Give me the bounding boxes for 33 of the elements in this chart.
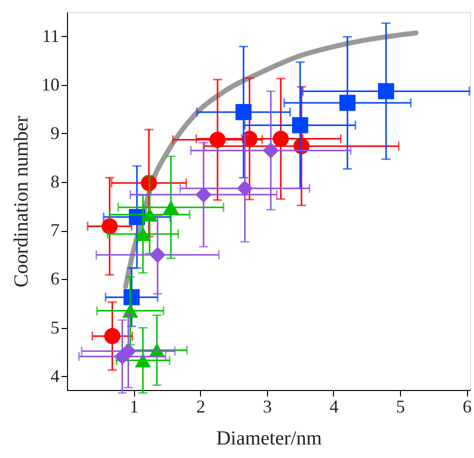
point: [124, 289, 140, 306]
y-tick-label: 4: [50, 366, 60, 386]
y-axis-title: Coordination number: [10, 115, 32, 288]
y-tick-label: 5: [50, 317, 60, 338]
point: [162, 200, 179, 214]
x-tick-label: 5: [396, 396, 406, 416]
y-tick-label: 11: [42, 26, 60, 46]
x-tick-label: 2: [196, 396, 206, 416]
point: [262, 142, 279, 159]
y-tick-label: 10: [42, 74, 60, 94]
x-tick-label: 4: [329, 396, 338, 416]
point: [134, 353, 151, 368]
y-tick-label: 9: [50, 122, 60, 143]
point: [150, 246, 166, 263]
x-axis-title: Diameter/nm: [216, 428, 322, 450]
x-tick-label: 6: [462, 396, 472, 416]
y-tick-label: 8: [50, 172, 60, 192]
point: [272, 130, 289, 147]
x-tick-label: 1: [130, 396, 139, 416]
point: [378, 83, 394, 100]
point: [195, 186, 212, 203]
y-tick-label: 7: [50, 220, 60, 240]
point: [292, 117, 308, 134]
point: [235, 104, 252, 120]
y-tick-label: 6: [50, 268, 60, 289]
point: [209, 132, 226, 148]
point: [134, 227, 151, 242]
point: [102, 218, 118, 234]
point: [236, 180, 253, 196]
point: [339, 94, 356, 111]
point: [104, 328, 120, 344]
point: [142, 208, 158, 222]
x-tick-label: 3: [262, 396, 272, 416]
